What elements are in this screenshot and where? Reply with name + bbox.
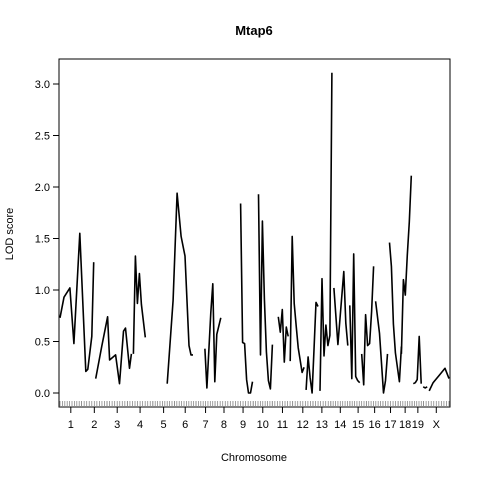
x-tick-label: 16 — [369, 419, 381, 431]
x-tick-label: 3 — [114, 419, 120, 431]
x-tick-label: 11 — [277, 419, 288, 431]
x-tick-label: 1 — [68, 419, 74, 431]
x-tick-label: 8 — [221, 419, 227, 431]
lod-curve-chr-11 — [319, 72, 333, 391]
x-tick-label: 9 — [240, 419, 246, 431]
lod-curve-chr-18 — [412, 335, 422, 385]
x-tick-label: 18 — [399, 419, 411, 431]
y-tick-label: 0.5 — [35, 337, 50, 349]
lod-curve-chr-10 — [305, 301, 319, 394]
y-tick-label: 2.5 — [35, 131, 50, 143]
y-tick-label: 2.0 — [35, 182, 50, 194]
chart-title: Mtap6 — [235, 23, 273, 38]
lod-curve-chr-14 — [360, 266, 375, 386]
y-tick-label: 3.0 — [35, 79, 50, 91]
lod-curve-chr-9 — [289, 235, 305, 374]
y-tick-label: 1.0 — [35, 285, 50, 297]
y-tick-label: 0.0 — [35, 388, 50, 400]
plot-frame — [58, 58, 451, 408]
x-tick-label: 6 — [182, 419, 188, 431]
x-tick-label: 10 — [257, 419, 269, 431]
x-tick-label: X — [433, 419, 441, 431]
lod-curve-chr-7 — [257, 194, 274, 390]
x-axis: 1 2 3 4 5 6 7 8 9 10 11 12 13 14 15 16 17 18 19 X — [68, 407, 441, 431]
lod-curve-chr-16 — [388, 242, 403, 383]
lod-curve-chr-1 — [59, 232, 95, 373]
y-axis-label: LOD score — [4, 208, 16, 261]
lod-curve-chr-6 — [239, 203, 254, 394]
x-tick-label: 17 — [384, 419, 396, 431]
x-tick-label: 19 — [412, 419, 424, 431]
lod-curve-chr-13 — [349, 253, 361, 384]
x-tick-label: 7 — [202, 419, 208, 431]
lod-curve-chr-8 — [277, 308, 289, 363]
lod-curve-chr-15 — [374, 301, 389, 394]
x-tick-label: 12 — [297, 419, 309, 431]
x-tick-label: 5 — [161, 419, 167, 431]
lod-curve-chr-17 — [400, 175, 413, 354]
x-tick-label: 13 — [316, 419, 328, 431]
lod-curve-chr-4 — [166, 192, 193, 384]
lod-curve-chr-12 — [333, 270, 349, 346]
lod-curve-chr-5 — [204, 282, 222, 389]
x-tick-label: 14 — [334, 419, 346, 431]
y-tick-label: 1.5 — [35, 234, 50, 246]
marker-rug — [59, 401, 450, 407]
y-axis: 0.0 0.5 1.0 1.5 2.0 2.5 3.0 — [35, 79, 59, 400]
lod-curve-chr-3 — [132, 255, 147, 354]
x-tick-label: 15 — [352, 419, 364, 431]
x-axis-label: Chromosome — [221, 452, 287, 464]
lod-curve-chr-19 — [422, 386, 428, 389]
lod-curve-chr-X — [428, 367, 450, 392]
lod-curve-chr-2 — [94, 315, 133, 385]
lod-curves — [59, 72, 450, 394]
x-tick-label: 2 — [91, 419, 97, 431]
x-tick-label: 4 — [137, 419, 143, 431]
